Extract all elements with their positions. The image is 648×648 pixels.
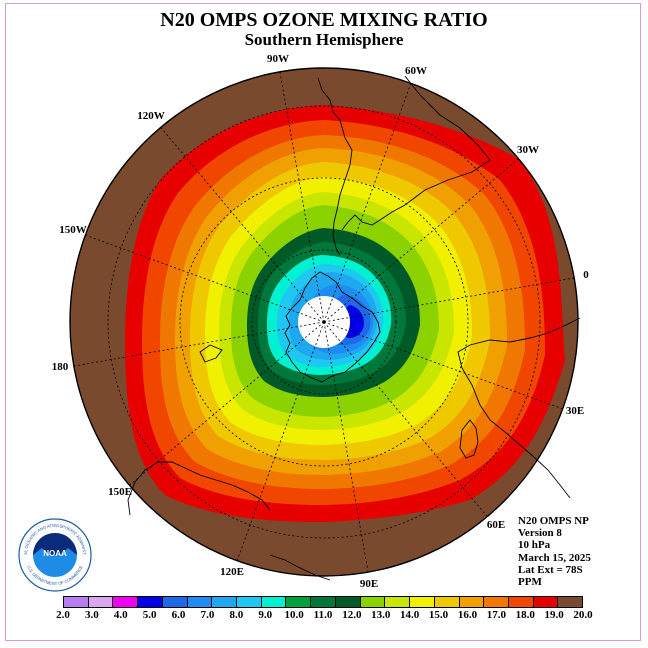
colorbar-swatch	[410, 597, 435, 607]
colorbar-swatch	[558, 597, 583, 607]
meridian-180	[73, 321, 325, 367]
map-title: N20 OMPS OZONE MIXING RATIO	[160, 9, 488, 31]
colorbar-swatch	[187, 597, 213, 607]
logo-text: NOAA	[43, 549, 67, 558]
meridian-90e	[323, 321, 369, 573]
continent-outlines	[127, 75, 581, 581]
lon-label-150e: 150E	[108, 486, 132, 498]
lon-label-30w: 30W	[517, 144, 539, 156]
lon-label-90e: 90E	[360, 578, 378, 590]
meridian-150w	[85, 234, 325, 323]
lon-label-90w: 90W	[267, 53, 289, 65]
colorbar-label: 2.0	[56, 609, 70, 621]
colorbar-label: 16.0	[457, 609, 478, 621]
info-version: Version 8	[518, 527, 562, 540]
colorbar-swatch	[434, 597, 460, 607]
lon-label-120e: 120E	[220, 566, 244, 578]
colorbar-swatch	[484, 597, 509, 607]
meridian-60w	[323, 83, 412, 323]
colorbar-swatch	[237, 597, 262, 607]
colorbar-swatch	[162, 597, 188, 607]
colorbar-swatch	[459, 597, 485, 607]
meridian-120e	[236, 321, 325, 561]
logo-bird	[33, 533, 77, 555]
product-info: N20 OMPS NP Version 8 10 hPa March 15, 2…	[518, 515, 591, 588]
meridian-30e	[323, 321, 563, 410]
meridian-120w	[160, 127, 325, 323]
colorbar-labels: 2.0 3.0 4.0 5.0 6.0 7.0 8.0 9.0 10.0 11.0 12.0 13.0…	[0, 609, 648, 623]
meridians	[73, 71, 575, 573]
meridian-90w	[279, 71, 325, 323]
lon-label-30e: 30E	[566, 405, 584, 417]
lon-label-60w: 60W	[405, 65, 427, 77]
colorbar-label: 20.0	[573, 609, 593, 621]
colorbar-label: 18.0	[515, 609, 535, 621]
lon-label-120w: 120W	[137, 110, 165, 122]
colorbar-swatch	[88, 597, 114, 607]
colorbar-swatch	[138, 597, 163, 607]
colorbar-swatch	[64, 597, 89, 607]
madagascar-outline	[459, 419, 479, 459]
colorbar-swatch	[212, 597, 238, 607]
colorbar-label: 5.0	[142, 609, 157, 621]
longitude-labels: 90W 60W 30W 0 30E 60E 90E 120E 150E 180 …	[52, 53, 590, 590]
colorbar-swatch	[335, 597, 361, 607]
lon-label-60e: 60E	[487, 519, 505, 531]
south-america-outline	[317, 77, 353, 256]
colorbar-swatch	[113, 597, 139, 607]
meridian-0	[323, 277, 575, 323]
colorbar-swatch	[508, 597, 534, 607]
lon-label-180: 180	[52, 361, 69, 373]
colorbar-label: 7.0	[200, 609, 215, 621]
colorbar	[63, 596, 583, 608]
colorbar-label: 15.0	[428, 609, 449, 621]
ozone-contours	[70, 68, 578, 576]
info-product: N20 OMPS NP	[518, 515, 589, 527]
colorbar-swatch	[533, 597, 559, 607]
new-zealand-outline	[199, 344, 223, 363]
info-date: March 15, 2025	[518, 551, 591, 564]
noaa-logo: NATIONAL OCEANIC AND ATMOSPHERIC ADMINIS…	[18, 518, 92, 592]
colorbar-label: 8.0	[229, 609, 244, 621]
lon-label-0: 0	[583, 269, 589, 281]
colorbar-label: 11.0	[313, 609, 333, 621]
info-level: 10 hPa	[518, 539, 551, 552]
colorbar-swatch	[311, 597, 336, 607]
colorbar-label: 13.0	[371, 609, 391, 621]
info-lat-ext: Lat Ext = 78S	[518, 563, 583, 576]
australia-outline	[127, 461, 271, 516]
colorbar-label: 14.0	[400, 609, 420, 621]
map-subtitle: Southern Hemisphere	[244, 30, 404, 49]
colorbar-label: 3.0	[85, 609, 99, 621]
graticule	[107, 105, 541, 539]
antarctica-outline	[284, 271, 381, 383]
colorbar-label: 4.0	[113, 609, 128, 621]
meridian-60e	[323, 321, 488, 517]
colorbar-label: 10.0	[284, 609, 304, 621]
colorbar-label: 17.0	[486, 609, 506, 621]
colorbar-label: 9.0	[258, 609, 273, 621]
info-units: PPM	[518, 576, 542, 589]
colorbar-swatch	[385, 597, 411, 607]
colorbar-label: 6.0	[171, 609, 186, 621]
map-border	[69, 67, 579, 577]
colorbar-swatch	[286, 597, 312, 607]
meridian-150e	[129, 321, 325, 486]
colorbar-label: 12.0	[342, 609, 362, 621]
colorbar-swatch	[261, 597, 287, 607]
colorbar-label: 19.0	[544, 609, 564, 621]
south-america-outline-east	[341, 75, 491, 231]
meridian-30w	[323, 158, 519, 323]
colorbar-swatch	[360, 597, 386, 607]
lon-label-150w: 150W	[59, 224, 87, 236]
